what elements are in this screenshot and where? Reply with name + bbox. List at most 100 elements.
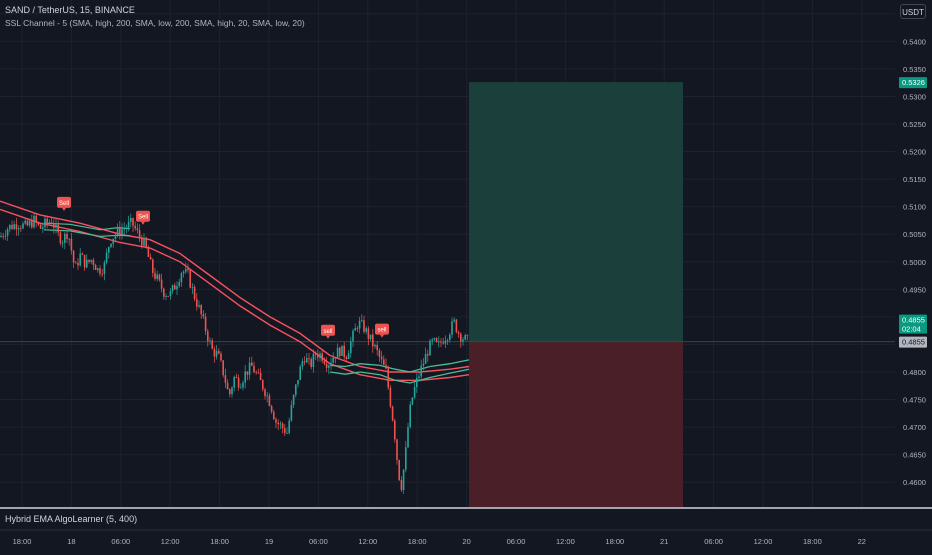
candle-body [317,354,319,358]
price-tick-label: 0.5050 [903,230,926,239]
candle-body [97,268,99,271]
candle-body [24,220,26,224]
target-price-badge [899,77,927,89]
candle-body [33,215,35,228]
candle-body [409,404,411,428]
candle-body [193,286,196,300]
candle-body [229,389,231,395]
candle-body [235,376,238,378]
candle-body [405,447,407,470]
candle-body [83,254,86,268]
candle-body [407,427,409,448]
candle-body [330,362,332,366]
candle-body [290,404,293,421]
candle-body [158,274,161,280]
candle-body [460,333,462,342]
candle-body [119,226,121,236]
time-tick-label: 18 [67,537,75,546]
candle-body [453,319,455,322]
candle-body [297,380,299,385]
time-tick-label: 18:00 [13,537,32,546]
candle-body [22,223,24,229]
candle-body [218,351,220,354]
candle-body [116,226,119,235]
candle-body [9,224,11,230]
candle-body [233,376,235,388]
sell-signal [57,196,71,208]
candle-body [416,377,418,388]
candle-body [66,233,68,240]
candle-body [103,262,106,275]
candle-body [28,220,31,226]
candle-body [345,357,348,359]
candle-body [279,423,282,425]
time-tick-label: 06:00 [309,537,328,546]
candle-body [347,353,350,359]
candle-body [273,411,275,420]
candle-body [431,339,433,341]
candle-body [380,356,383,360]
candle-body [244,371,246,383]
candle-body [442,342,444,344]
position-zones[interactable] [0,82,895,507]
price-tick-label: 0.5100 [903,203,926,212]
candle-body [264,389,266,397]
candle-body [376,344,378,351]
candle-body [108,246,110,253]
candle-body [446,339,449,341]
candle-body [268,395,271,406]
candle-body [110,243,112,247]
candle-body [143,237,145,246]
price-tick-label: 0.4750 [903,396,926,405]
candle-body [88,259,90,262]
candle-body [211,340,213,349]
price-tick-label: 0.4650 [903,451,926,460]
candle-body [178,282,180,287]
candle-body [77,262,79,266]
candle-body [321,353,323,361]
sell-signal [136,210,150,222]
candle-body [356,328,359,329]
sell-signal-pointer [326,335,330,339]
price-axis[interactable]: 0.5400 0.5350 0.5300 0.5250 0.5200 0.5150 0.51… [895,0,932,507]
candle-body [402,469,405,490]
candle-body [301,361,304,367]
ssl-indicator-legend[interactable]: SSL Channel - 5 (SMA, high, 200, SMA, lo… [5,18,305,28]
candle-body [259,372,262,381]
currency-button[interactable]: USDT [900,4,926,19]
candle-body [57,224,59,233]
candle-body [427,354,429,356]
candle-body [204,316,207,332]
candle-body [141,237,143,246]
sell-signal-label: Sell [59,201,69,207]
candle-body [266,395,268,397]
entry-price-badge [899,336,927,348]
candle-body [398,460,400,481]
candle-body [295,384,297,395]
candles [0,212,469,494]
candle-body [224,375,227,383]
time-axis[interactable]: 18:00 18 06:00 12:00 18:00 19 06:00 12:00 18:00 2… [0,529,932,546]
candle-body [20,228,22,229]
candle-body [303,361,306,363]
ssl-inner-lower [329,368,470,384]
candle-body [299,366,301,381]
candle-body [42,227,44,229]
time-tick-label: 20 [462,537,470,546]
candle-body [312,353,315,368]
ssl-channel [0,200,470,384]
pane2-indicator-label[interactable]: Hybrid EMA AlgoLearner (5, 400) [5,514,138,524]
candle-body [394,420,396,440]
candle-body [121,229,123,236]
price-tick-label: 0.4950 [903,285,926,294]
bar-countdown-label: 02:04 [902,325,921,334]
sell-signal [321,324,335,336]
candle-body [328,365,330,368]
candle-body [114,234,117,239]
candle-body [147,247,150,257]
candle-body [222,360,224,376]
symbol-legend[interactable]: SAND / TetherUS, 15, BINANCE [5,5,135,15]
candle-body [154,272,156,279]
